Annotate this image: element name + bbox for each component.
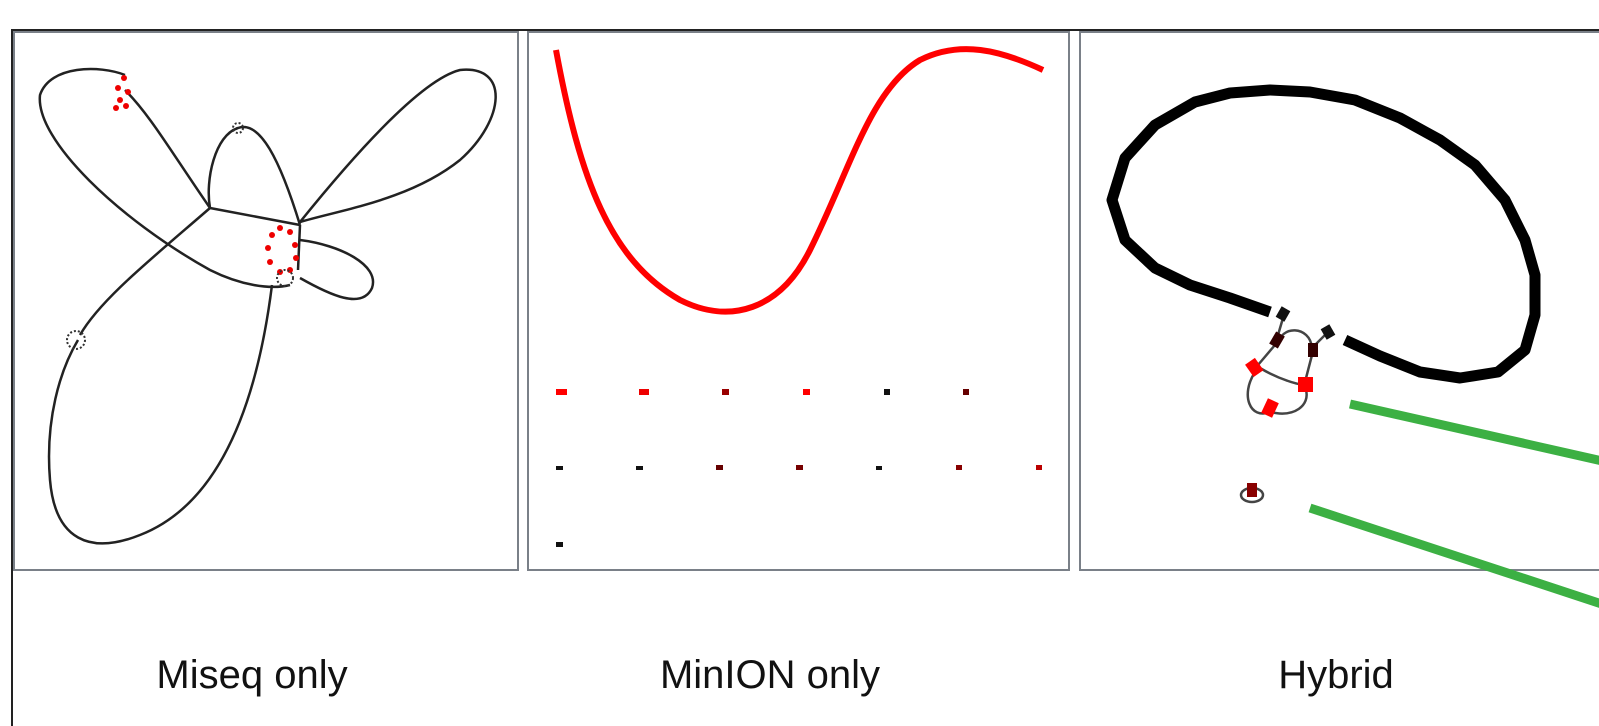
- panel-frame: [528, 32, 1069, 570]
- figure: Miseq only MinION only Hybrid: [0, 0, 1599, 726]
- panel-frame: [14, 32, 518, 570]
- panel-minion: [528, 32, 1069, 570]
- panel-miseq: [14, 32, 518, 570]
- panel-label: MinION only: [660, 653, 880, 697]
- page: {"panels": [{"label": "Miseq only"}, {"l…: [0, 0, 1599, 726]
- panel-frame: [1080, 32, 1599, 570]
- panel-label: Miseq only: [156, 653, 347, 697]
- panel-hybrid: [1080, 32, 1599, 610]
- panel-label: Hybrid: [1278, 653, 1394, 697]
